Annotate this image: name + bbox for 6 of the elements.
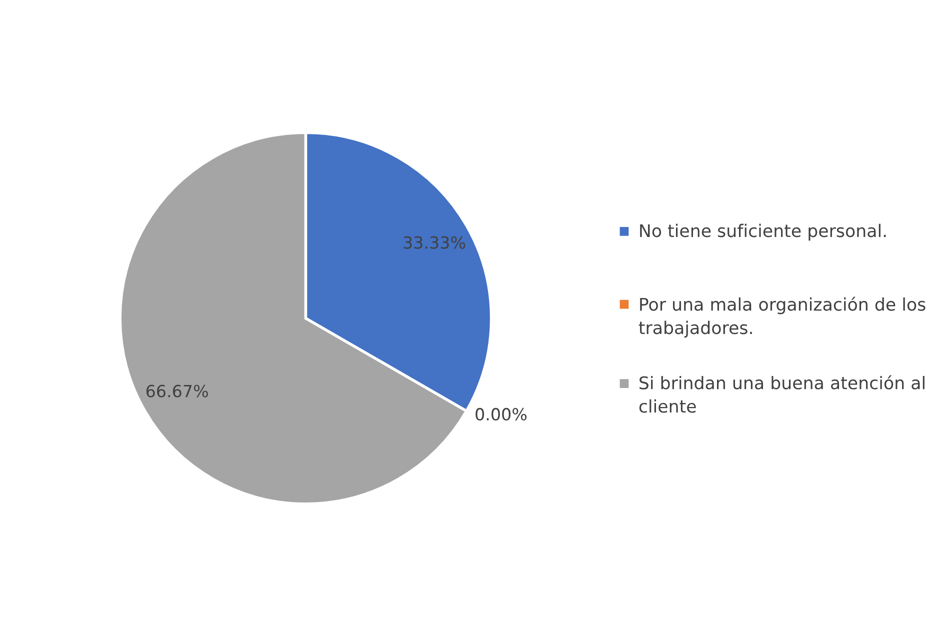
data-label: 66.67% <box>146 384 208 398</box>
legend-label: No tiene suficiente personal. <box>640 224 886 241</box>
legend-label: Si brindan una buena atención al cliente <box>639 375 924 413</box>
data-label: 33.33% <box>404 236 466 249</box>
legend-label: Por una mala organización de los trabajadores. <box>638 296 926 338</box>
text: 0.00% <box>476 408 527 421</box>
